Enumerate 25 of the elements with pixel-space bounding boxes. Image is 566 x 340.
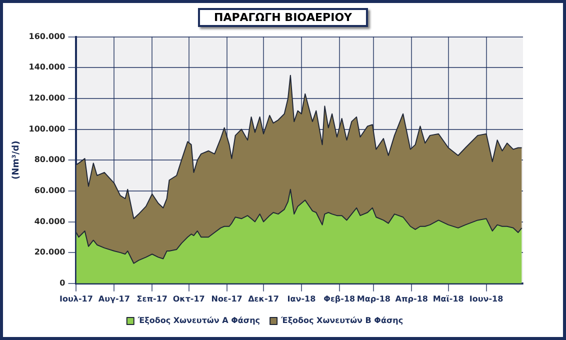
y-axis-title: (Nm³/d) [12, 140, 22, 180]
y-tick-label: 20.000 [34, 248, 66, 257]
y-tick-label: 160.000 [28, 32, 66, 41]
x-tick-label: Ιουλ-17 [60, 294, 93, 304]
x-tick-label: Σεπ-17 [136, 294, 168, 304]
y-tick-label: 60.000 [34, 186, 66, 196]
y-tick-label: 0 [60, 278, 66, 288]
x-tick-label: Ιαν-18 [287, 294, 316, 304]
x-tick-label: Μαϊ-18 [432, 294, 464, 304]
y-tick-label: 100.000 [28, 124, 66, 134]
x-tick-label: Οκτ-17 [172, 294, 205, 304]
y-tick-label: 120.000 [28, 94, 66, 103]
x-tick-label: Απρ-18 [395, 294, 428, 304]
x-tick-label: Νοε-17 [211, 294, 242, 304]
chart-title: ΠΑΡΑΓΩΓΗ ΒΙΟΑΕΡΙΟΥ [198, 8, 368, 27]
y-tick-label: 80.000 [34, 155, 66, 164]
x-tick-label: Δεκ-17 [248, 294, 279, 304]
legend-label: Έξοδος Χωνευτών Β Φάσης [280, 316, 404, 326]
y-tick-label: 140.000 [28, 62, 66, 72]
x-tick-label: Ιουν-18 [469, 294, 504, 304]
legend-label: Έξοδος Χωνευτών Α Φάσης [136, 316, 260, 326]
x-tick-label: Φεβ-18 [324, 294, 356, 304]
x-tick-label: Μαρ-18 [356, 294, 391, 304]
x-tick-label: Αυγ-17 [98, 294, 130, 304]
y-tick-label: 40.000 [34, 216, 66, 226]
